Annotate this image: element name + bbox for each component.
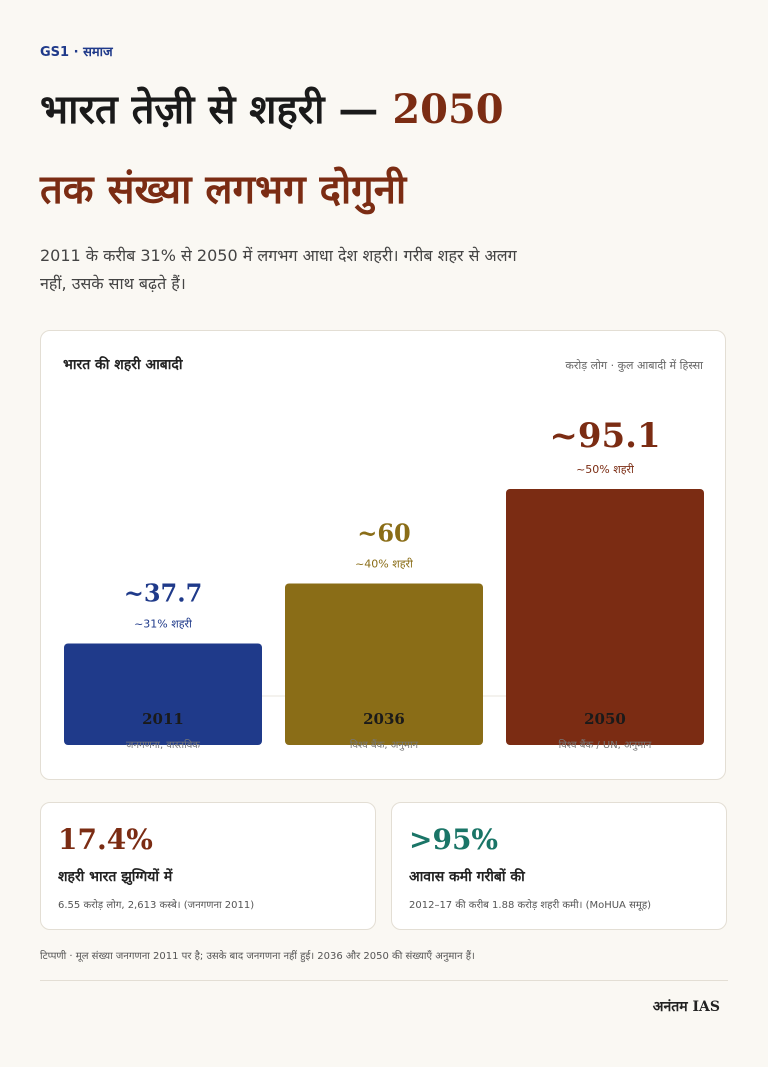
bar-chart: ~37.7 ~31% शहरी 2011 जनगणना, वास्तविक ~60 ~40… — [64, 416, 704, 751]
title-accent-year: 2050 — [392, 86, 504, 133]
brand-logo-text: अनंतम IAS — [652, 999, 720, 1015]
bar-value-label: ~95.1 — [549, 416, 660, 456]
bar-source-label: विश्व बैंक / UN, अनुमान — [559, 739, 652, 751]
bar-share-label: ~50% शहरी — [576, 463, 634, 476]
stat-value: >95% — [409, 823, 499, 856]
bar-value-label: ~37.7 — [124, 579, 203, 608]
chart-card: भारत की शहरी आबादी करोड़ लोग · कुल आबादी… — [40, 330, 726, 780]
stat-label: शहरी भारत झुग्गियों में — [58, 869, 173, 885]
chart-units-note: करोड़ लोग · कुल आबादी में हिस्सा — [565, 359, 703, 372]
title-main: भारत तेज़ी से शहरी — — [40, 86, 393, 133]
bar-2050 — [506, 489, 704, 745]
chart-title: भारत की शहरी आबादी — [63, 357, 183, 373]
stat-note: 2012–17 की करीब 1.88 करोड़ शहरी कमी। (Mo… — [409, 900, 652, 911]
stat-note: 6.55 करोड़ लोग, 2,613 कस्बे। (जनगणना 201… — [58, 900, 255, 911]
bar-share-label: ~40% शहरी — [355, 557, 413, 570]
bar-share-label: ~31% शहरी — [134, 618, 192, 631]
category-label: 2036 — [363, 710, 405, 728]
page-title-line1: भारत तेज़ी से शहरी — 2050 — [40, 80, 504, 135]
category-label: 2050 — [584, 710, 626, 728]
footnote: टिप्पणी · मूल संख्या जनगणना 2011 पर है; … — [40, 951, 475, 962]
bar-2011 — [64, 643, 262, 745]
divider — [40, 980, 728, 981]
stat-card-slums: 17.4% शहरी भारत झुग्गियों में 6.55 करोड़… — [40, 802, 376, 930]
page-title-line2: तक संख्या लगभग दोगुनी — [40, 166, 407, 213]
bar-2036 — [285, 583, 483, 745]
bar-source-label: जनगणना, वास्तविक — [126, 739, 200, 751]
stat-value: 17.4% — [58, 823, 153, 856]
stat-label: आवास कमी गरीबों की — [409, 869, 525, 885]
subtitle: 2011 के करीब 31% से 2050 में लगभग आधा दे… — [40, 246, 517, 293]
bar-source-label: विश्व बैंक, अनुमान — [350, 739, 419, 751]
section-tag: GS1 · समाज — [40, 45, 113, 60]
stat-card-housing: >95% आवास कमी गरीबों की 2012–17 की करीब … — [391, 802, 727, 930]
category-label: 2011 — [142, 710, 184, 728]
bar-value-label: ~60 — [357, 518, 411, 547]
